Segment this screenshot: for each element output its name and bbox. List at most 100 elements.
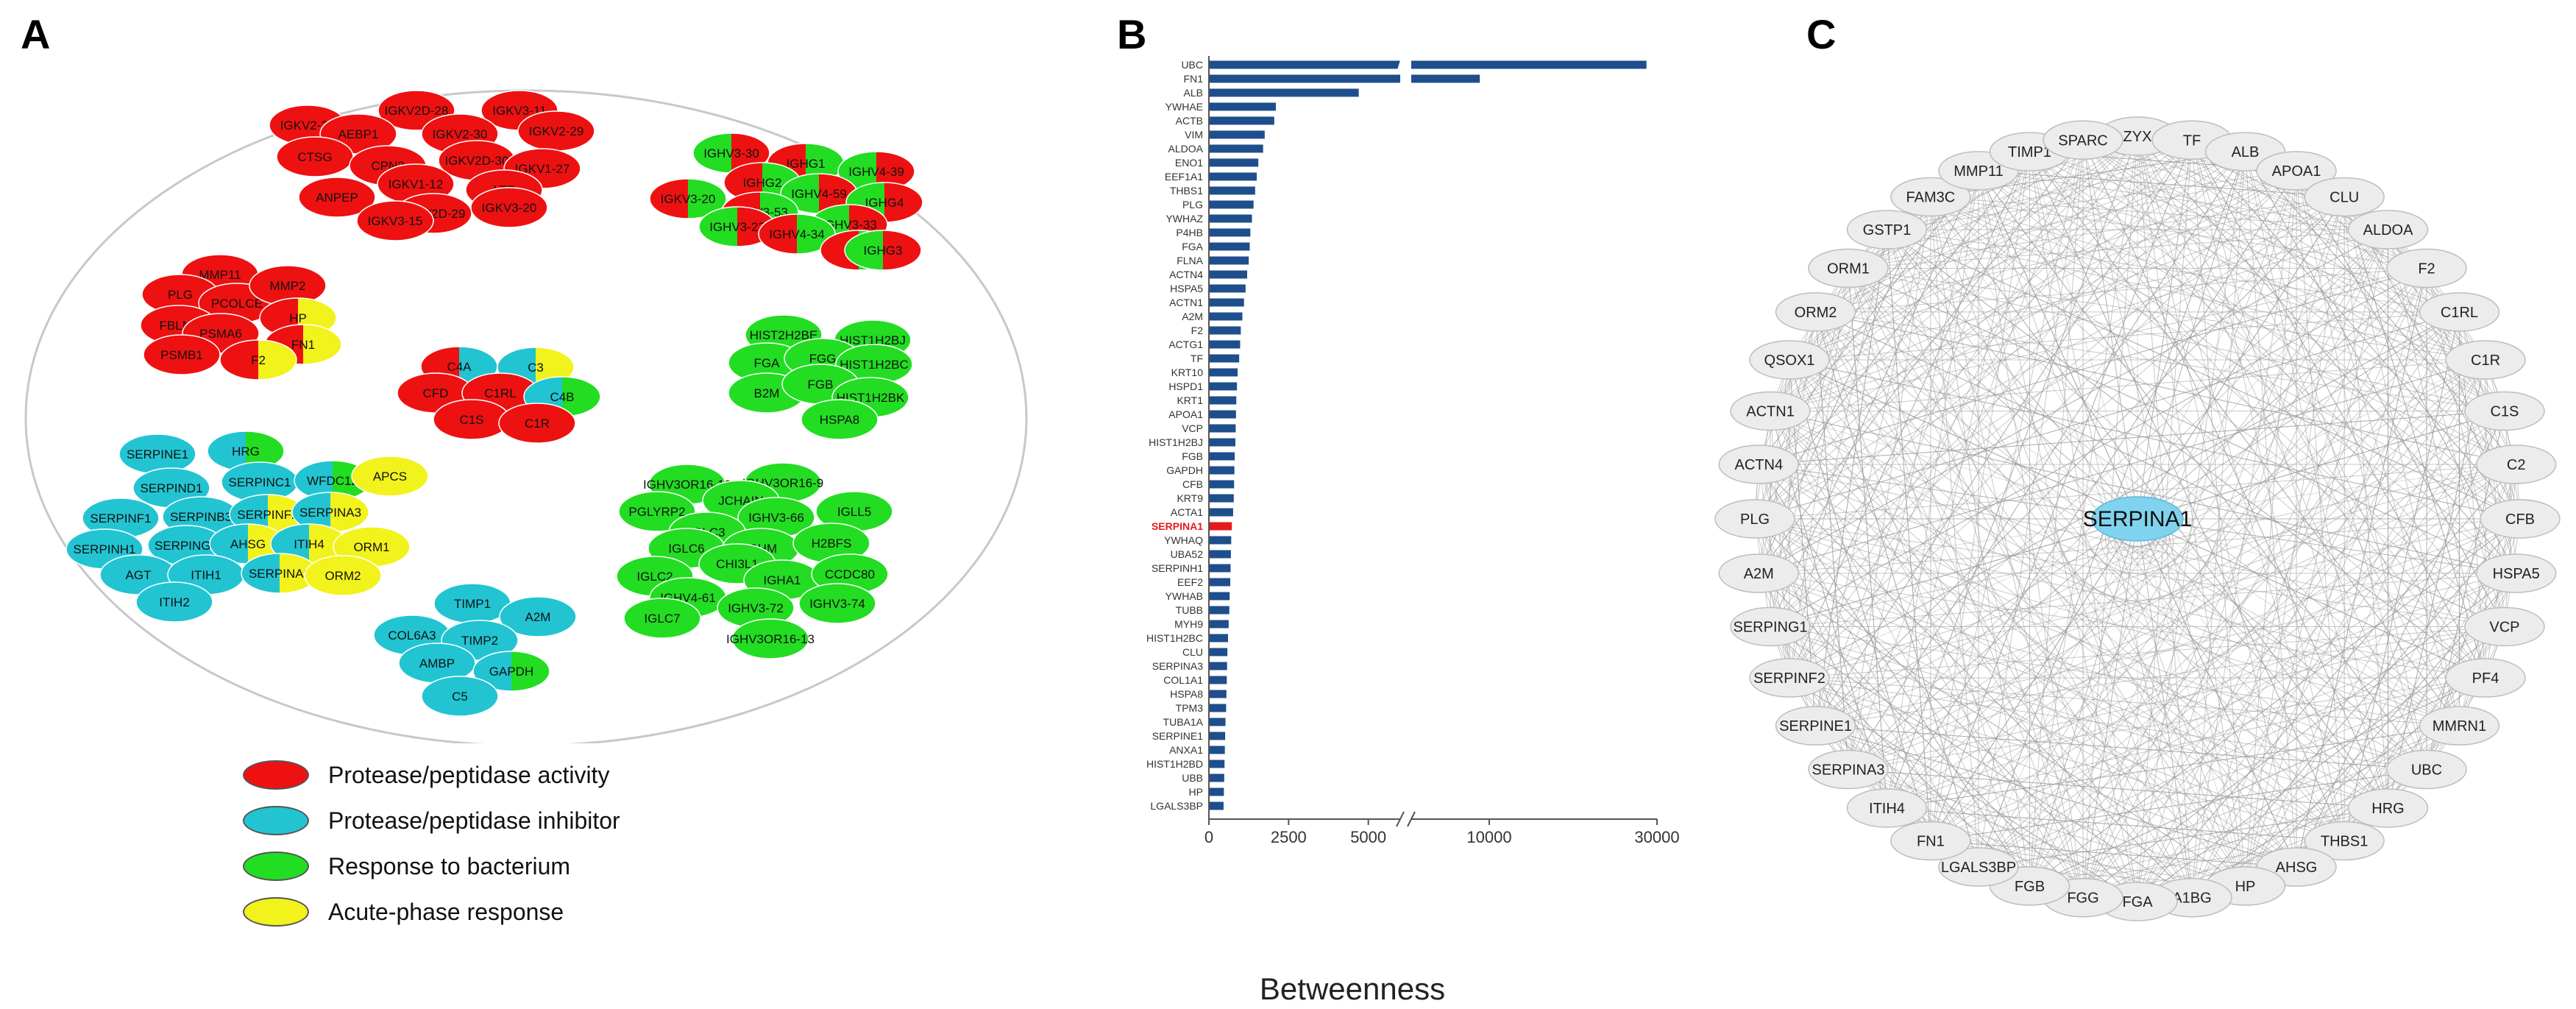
node-itih2[interactable]: ITIH2 [135, 581, 213, 623]
node-apcs[interactable]: APCS [351, 456, 429, 497]
node-ighv3or16-13[interactable]: IGHV3OR16-13 [726, 618, 815, 659]
node-c2[interactable]: C2 [2475, 445, 2557, 484]
bar-krt10 [1209, 368, 1238, 377]
node-serping1[interactable]: SERPING1 [1730, 606, 1811, 647]
node-ighv3-66[interactable]: IGHV3-66 [737, 497, 815, 538]
node-mmp2[interactable]: MMP2 [249, 265, 327, 306]
node-apoa1[interactable]: APOA1 [2256, 151, 2337, 191]
node-label: C3 [528, 361, 544, 375]
node-hist1h2bc[interactable]: HIST1H2BC [835, 344, 913, 385]
node-pf4[interactable]: PF4 [2445, 658, 2526, 698]
node-c1s[interactable]: C1S [433, 399, 511, 440]
node-serpina3[interactable]: SERPINA3 [291, 492, 369, 533]
node-mmp11[interactable]: MMP11 [1938, 151, 2019, 191]
node-serpina3[interactable]: SERPINA3 [1808, 749, 1889, 790]
network-edge [1887, 677, 2486, 809]
node-lgals3bp[interactable]: LGALS3BP [1938, 847, 2019, 887]
node-serpinc1[interactable]: SERPINC1 [221, 461, 299, 503]
node-iglc7[interactable]: IGLC7 [623, 598, 701, 639]
node-f2[interactable]: F2 [219, 339, 297, 380]
node-ighv3-74[interactable]: IGHV3-74 [798, 583, 876, 624]
node-actn1[interactable]: ACTN1 [1730, 391, 1811, 431]
node-label: PSMB1 [160, 348, 203, 362]
node-serpine1[interactable]: SERPINE1 [118, 433, 196, 475]
node-f2[interactable]: F2 [2386, 248, 2467, 288]
node-label: AEBP1 [338, 127, 379, 141]
node-orm2[interactable]: ORM2 [304, 555, 382, 596]
node-serpinf2[interactable]: SERPINF2 [1749, 658, 1830, 698]
category-label: PLG [1182, 199, 1203, 210]
node-hspa5[interactable]: HSPA5 [2475, 553, 2557, 593]
node-a1bg[interactable]: A1BG [2151, 877, 2232, 918]
node-ighv3-30[interactable]: IGHV3-30 [692, 132, 770, 174]
node-fam3c[interactable]: FAM3C [1890, 177, 1971, 217]
node-vcp[interactable]: VCP [2464, 606, 2545, 647]
node-serpine1[interactable]: SERPINE1 [1775, 706, 1856, 746]
bar-serpinh1 [1209, 564, 1231, 573]
node-c1r[interactable]: C1R [2445, 340, 2526, 380]
node-center-serpina1[interactable]: SERPINA1 [2083, 496, 2192, 542]
node-ubc[interactable]: UBC [2386, 749, 2467, 790]
node-thbs1[interactable]: THBS1 [2304, 821, 2385, 861]
network-edge [2137, 135, 2297, 868]
node-c5[interactable]: C5 [421, 676, 499, 717]
node-label: ORM1 [353, 540, 389, 554]
node-hrg[interactable]: HRG [207, 431, 285, 472]
node-serpinf1[interactable]: SERPINF1 [82, 498, 160, 539]
node-label: FGG [2067, 891, 2098, 907]
node-ighv4-59[interactable]: IGHV4-59 [780, 173, 858, 214]
node-plg[interactable]: PLG [1714, 499, 1795, 539]
node-c1s[interactable]: C1S [2464, 391, 2545, 431]
node-actn4[interactable]: ACTN4 [1718, 445, 1800, 484]
node-igkv3-20[interactable]: IGKV3-20 [649, 178, 727, 219]
category-label: UBC [1181, 59, 1203, 71]
node-label: C4B [550, 390, 574, 404]
node-clu[interactable]: CLU [2304, 177, 2385, 217]
node-label: C2 [2507, 457, 2526, 473]
category-label: ALDOA [1168, 143, 1204, 155]
node-aldoa[interactable]: ALDOA [2347, 210, 2429, 249]
node-fn1[interactable]: FN1 [1890, 821, 1971, 861]
node-c1rl[interactable]: C1RL [2419, 292, 2500, 332]
node-ctsg[interactable]: CTSG [276, 136, 354, 177]
node-fn1[interactable]: FN1 [264, 324, 342, 365]
node-gapdh[interactable]: GAPDH [472, 651, 550, 692]
node-psmb1[interactable]: PSMB1 [143, 334, 221, 375]
node-label: ZYX [2123, 129, 2152, 145]
node-label: IGHV3-66 [748, 511, 804, 525]
node-cfb[interactable]: CFB [2480, 499, 2561, 539]
legend-label: Acute-phase response [328, 898, 564, 925]
node-qsox1[interactable]: QSOX1 [1749, 340, 1830, 380]
category-label: FN1 [1184, 73, 1204, 85]
node-ighv3-72[interactable]: IGHV3-72 [717, 587, 795, 629]
node-c1r[interactable]: C1R [498, 403, 576, 444]
node-ighg4[interactable]: IGHG4 [845, 182, 923, 223]
category-label: TF [1191, 353, 1203, 364]
node-gstp1[interactable]: GSTP1 [1846, 210, 1928, 249]
node-itih4[interactable]: ITIH4 [1846, 788, 1928, 828]
node-igkv3-15[interactable]: IGKV3-15 [356, 200, 434, 241]
node-hspa8[interactable]: HSPA8 [801, 399, 879, 440]
node-a2m[interactable]: A2M [1718, 553, 1800, 593]
node-a2m[interactable]: A2M [499, 596, 577, 637]
node-igkv2-29[interactable]: IGKV2-29 [517, 110, 595, 152]
node-orm1[interactable]: ORM1 [1808, 248, 1889, 288]
category-label: CLU [1182, 646, 1203, 658]
node-ighv3-23[interactable]: IGHV3-23 [698, 206, 776, 247]
bar-clu [1209, 648, 1228, 656]
node-label: HSPA8 [820, 413, 860, 427]
node-label: SERPINE1 [127, 447, 188, 461]
node-ighg3[interactable]: IGHG3 [844, 230, 922, 271]
node-igll5[interactable]: IGLL5 [815, 491, 893, 532]
bar-actb [1209, 116, 1274, 125]
node-sparc[interactable]: SPARC [2043, 120, 2123, 160]
node-mmrn1[interactable]: MMRN1 [2419, 706, 2500, 746]
node-igkv3-20[interactable]: IGKV3-20 [470, 187, 548, 228]
bar-serpina1 [1209, 522, 1232, 531]
node-orm2[interactable]: ORM2 [1775, 292, 1856, 332]
network-edge [2082, 197, 2345, 898]
node-label: FAM3C [1906, 190, 1956, 206]
node-anpep[interactable]: ANPEP [298, 177, 376, 218]
node-hrg[interactable]: HRG [2347, 788, 2429, 828]
